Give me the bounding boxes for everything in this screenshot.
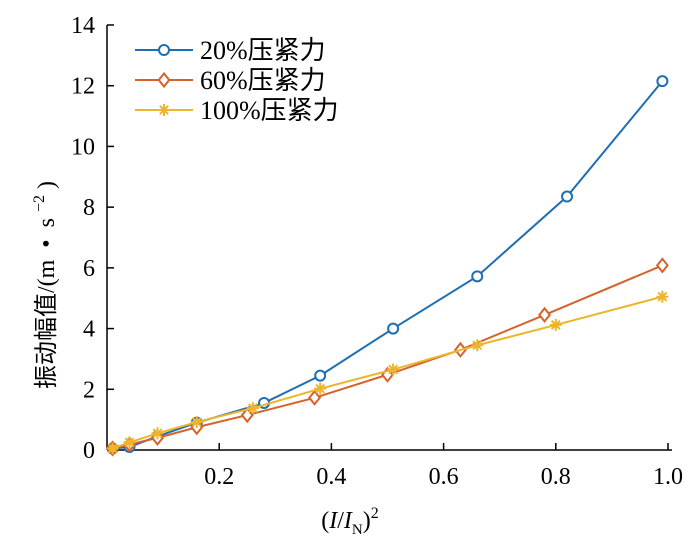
data-point <box>387 322 400 335</box>
data-point <box>308 389 322 406</box>
y-axis-title: 振动幅值/(m • s −2 ) <box>24 181 60 389</box>
data-point <box>151 427 164 440</box>
series-line <box>112 264 663 450</box>
x-axis-title-rated: I <box>343 508 353 534</box>
data-point <box>190 416 203 429</box>
data-point <box>549 318 562 331</box>
data-point <box>106 442 119 455</box>
data-point <box>471 339 484 352</box>
x-axis-title-current: I <box>328 508 338 534</box>
legend-item: 60%压紧力 <box>135 66 326 95</box>
series-0 <box>106 75 669 455</box>
y-tick-label: 0 <box>83 438 95 464</box>
data-point <box>246 402 259 415</box>
y-axis-title-dot: • <box>34 239 60 247</box>
legend-label: 20%压紧力 <box>200 36 326 65</box>
y-axis-title-main: 振动幅值/(m <box>33 259 60 389</box>
series-2 <box>106 290 669 455</box>
x-tick-label: 0.6 <box>429 464 459 490</box>
series-line <box>112 80 664 450</box>
series-layer <box>106 75 669 457</box>
y-tick-label: 4 <box>83 317 95 343</box>
y-tick-label: 6 <box>83 256 95 282</box>
plot-area <box>106 25 672 451</box>
x-tick-label: 0.4 <box>316 464 346 490</box>
y-tick-label: 8 <box>83 195 95 221</box>
y-tick-label: 10 <box>71 134 95 160</box>
data-point <box>655 257 669 274</box>
legend-marker <box>158 44 170 56</box>
data-point <box>240 406 254 424</box>
x-axis-title-slash: / <box>337 508 344 534</box>
legend-marker <box>158 104 170 116</box>
y-axis-title-close: ) <box>34 181 60 189</box>
y-tick-label: 2 <box>83 377 95 403</box>
data-point <box>314 369 327 382</box>
legend-label: 100%压紧力 <box>200 96 339 125</box>
y-axis-title-exponent: −2 <box>31 195 48 212</box>
data-point <box>561 190 574 203</box>
y-axis: 0 2 4 6 8 10 12 14 <box>71 13 114 464</box>
x-tick-label: 1.0 <box>653 464 683 490</box>
legend-marker <box>157 71 171 89</box>
x-tick-label: 0.8 <box>541 464 571 490</box>
y-tick-label: 14 <box>71 13 95 39</box>
data-point <box>656 75 669 88</box>
x-axis-title-exponent: 2 <box>371 505 379 522</box>
legend-item: 20%压紧力 <box>135 36 326 65</box>
x-axis-title-open: ( <box>321 508 329 534</box>
data-point <box>314 382 327 395</box>
y-axis-title-unit: s <box>34 218 60 227</box>
legend-label: 60%压紧力 <box>200 66 326 95</box>
data-point <box>471 270 484 283</box>
data-point <box>123 436 136 449</box>
data-point <box>387 363 400 376</box>
x-tick-label: 0.2 <box>204 464 234 490</box>
x-axis-title-close: ) <box>363 508 371 534</box>
x-axis-title: (I/IN)2 <box>321 505 379 538</box>
x-axis-title-subscript: N <box>352 522 363 538</box>
series-line <box>112 295 663 450</box>
y-tick-label: 12 <box>71 74 95 100</box>
legend-item: 100%压紧力 <box>135 96 339 125</box>
data-point <box>656 290 669 303</box>
data-point <box>538 306 552 324</box>
x-axis: 0.2 0.4 0.6 0.8 1.0 <box>204 443 683 490</box>
